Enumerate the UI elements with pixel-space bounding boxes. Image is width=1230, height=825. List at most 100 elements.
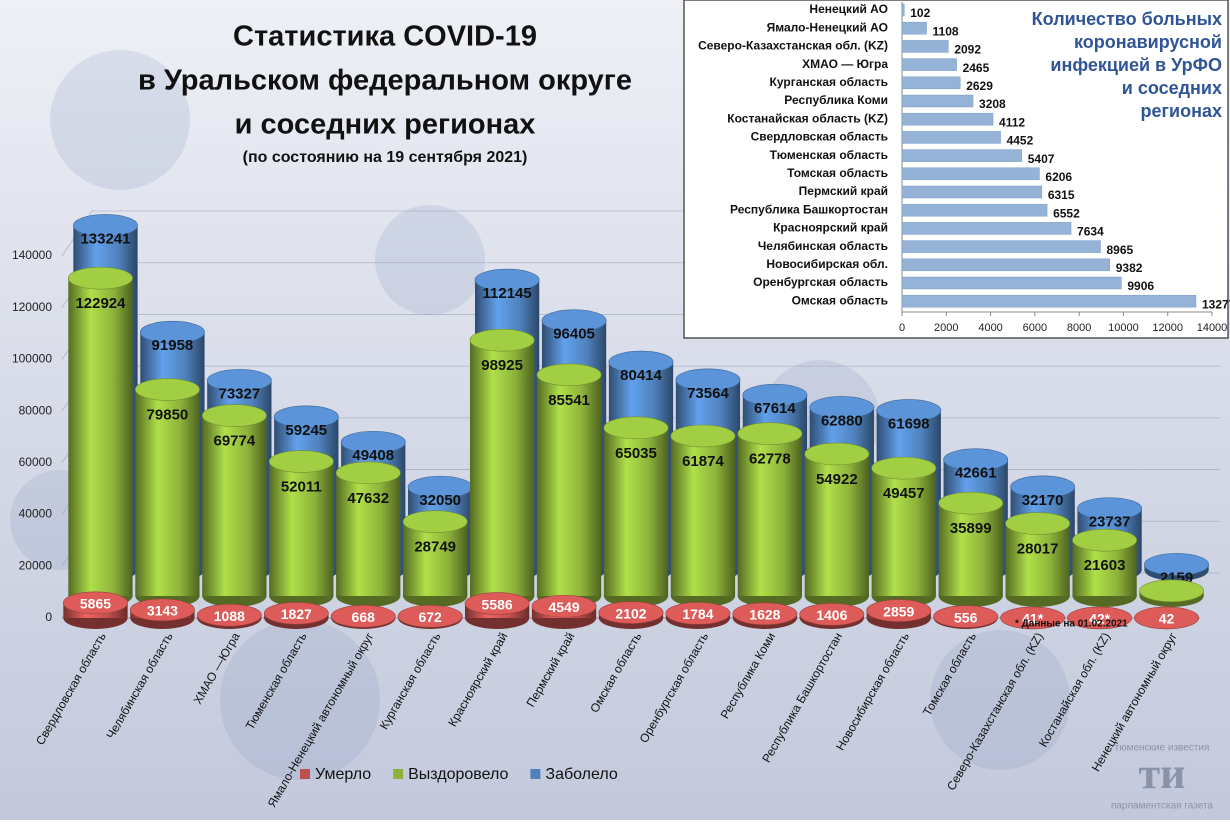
data-label: 1784 [682, 606, 713, 622]
data-label: 32050 [419, 492, 461, 509]
data-label: 7634 [1077, 225, 1104, 239]
bar [902, 259, 1110, 271]
bar [902, 131, 1001, 143]
cylinder-top [537, 364, 601, 386]
y-tick-label: Курганская область [770, 75, 888, 89]
data-label: 80414 [620, 367, 662, 384]
data-label: 4112 [999, 115, 1025, 129]
cylinder-top [671, 425, 735, 447]
data-label: 54922 [816, 471, 858, 488]
y-tick-label: Оренбургская область [753, 275, 888, 289]
data-label: 65035 [615, 445, 657, 462]
cylinder-top [269, 451, 333, 473]
chart-subtitle: (по состоянию на 19 сентября 2021) [243, 149, 528, 166]
x-tick-label: 10000 [1108, 322, 1139, 334]
bar [902, 77, 960, 89]
bar [902, 113, 993, 125]
data-label: 672 [418, 609, 442, 625]
bar [902, 204, 1047, 216]
x-tick-label: 0 [899, 322, 905, 334]
data-label: 52011 [281, 478, 322, 495]
data-label: 2092 [954, 43, 981, 57]
data-label: 2465 [963, 61, 990, 75]
data-label: 32170 [1022, 492, 1064, 509]
data-label: 23737 [1089, 514, 1131, 531]
cylinder-top [604, 417, 668, 439]
data-label: 42661 [955, 465, 997, 482]
y-tick-label: Ненецкий АО [809, 2, 888, 16]
legend-swatch [393, 769, 403, 779]
data-label: 59245 [285, 422, 327, 439]
data-label: 6315 [1048, 188, 1075, 202]
data-label: 5407 [1028, 152, 1055, 166]
data-label: 42 [1159, 611, 1175, 627]
data-label: 28017 [1017, 541, 1059, 558]
data-label: 2102 [615, 605, 646, 621]
virus-shape [375, 205, 485, 315]
data-label: 1827 [281, 606, 312, 622]
y-tick-label: Красноярский край [773, 221, 888, 235]
data-label: 4549 [548, 599, 579, 615]
y-tick-label: Костанайская область (KZ) [727, 111, 888, 125]
bar [902, 150, 1022, 162]
cylinder-top [939, 492, 1003, 514]
cylinder-bar [336, 462, 400, 607]
data-label: 556 [954, 609, 978, 625]
data-label: 69774 [213, 433, 255, 450]
cylinder-top [336, 462, 400, 484]
cylinder-top [470, 329, 534, 351]
bar [902, 22, 927, 34]
cylinder-top [1006, 513, 1070, 535]
cylinder-top [202, 405, 266, 427]
y-tick-label: Свердловская область [751, 130, 888, 144]
y-tick-label: Новосибирская обл. [766, 257, 888, 271]
y-tick-label: 0 [45, 610, 52, 624]
data-label: 4452 [1007, 134, 1034, 148]
cylinder-bar [403, 511, 467, 607]
inset-title: инфекцией в УрФО [1050, 55, 1222, 75]
data-label: 5865 [80, 596, 111, 612]
inset-title: Количество больных [1032, 9, 1222, 29]
x-tick-label: 6000 [1023, 322, 1047, 334]
cylinder-top [1139, 580, 1203, 602]
data-label: 1628 [749, 606, 780, 622]
data-label: 1406 [816, 607, 847, 623]
legend-label: Заболело [545, 766, 617, 783]
bar [902, 59, 957, 71]
data-label: 2629 [966, 79, 993, 93]
cylinder-bar [805, 443, 869, 607]
bar [902, 168, 1039, 180]
data-label: 91958 [152, 337, 194, 354]
data-label: 61698 [888, 415, 930, 432]
cylinder-top [1072, 529, 1136, 551]
data-label: 5586 [482, 596, 513, 612]
data-label: 49457 [883, 485, 925, 502]
y-tick-label: Тюменская область [770, 148, 888, 162]
x-tick-label: 2000 [934, 322, 958, 334]
y-tick-label: 120000 [12, 300, 52, 314]
data-label: 2859 [883, 603, 914, 619]
y-tick-label: Республика Коми [784, 93, 888, 107]
logo-bottom: парламентская газета [1111, 801, 1213, 812]
y-tick-label: Томская область [787, 166, 888, 180]
legend-swatch [530, 769, 540, 779]
inset-title: регионах [1141, 101, 1222, 121]
cylinder-body [68, 278, 132, 596]
y-tick-label: 60000 [19, 455, 53, 469]
y-tick-label: 140000 [12, 248, 52, 262]
x-tick-label: 12000 [1152, 322, 1183, 334]
cylinder-top [805, 443, 869, 465]
inset-title: и соседних [1122, 78, 1222, 98]
y-tick-label: Пермский край [799, 184, 888, 198]
cylinder-top [738, 423, 802, 445]
data-label: 85541 [548, 392, 590, 409]
data-label: 28749 [414, 539, 456, 556]
data-label: 61874 [682, 453, 724, 470]
data-label: 9906 [1127, 279, 1154, 293]
bar [902, 186, 1042, 198]
y-tick-label: Ямало-Ненецкий АО [767, 20, 888, 34]
cylinder-top [872, 457, 936, 479]
y-tick-label: 100000 [12, 352, 52, 366]
cylinder-bar [1006, 513, 1070, 607]
